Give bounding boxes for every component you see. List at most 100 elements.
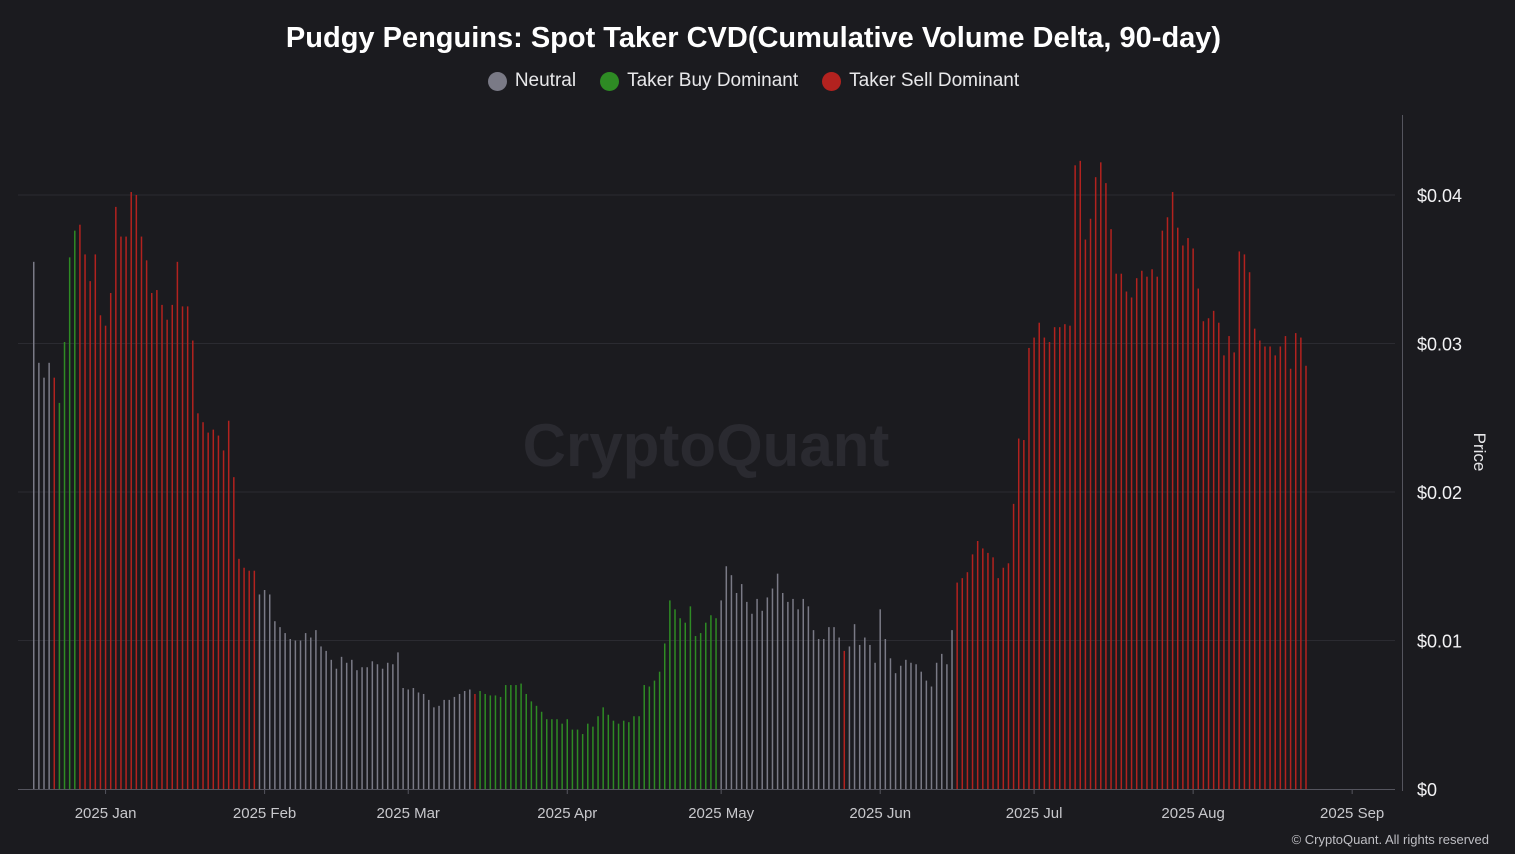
bar xyxy=(874,662,876,789)
bar xyxy=(792,598,794,789)
bar xyxy=(304,633,307,790)
bar xyxy=(345,662,348,789)
bar xyxy=(879,609,881,790)
bar xyxy=(966,572,969,789)
bar xyxy=(371,661,374,789)
bar xyxy=(1176,227,1179,790)
bar xyxy=(310,637,312,789)
bar xyxy=(807,606,810,790)
bar xyxy=(1028,347,1030,789)
bar xyxy=(869,644,871,789)
y-tick-label: $0.03 xyxy=(1417,335,1462,355)
bar xyxy=(479,690,481,789)
bar xyxy=(79,224,81,789)
bar xyxy=(864,637,866,789)
bar xyxy=(740,584,743,789)
bar xyxy=(992,557,994,789)
bar xyxy=(725,566,728,789)
bar xyxy=(1284,336,1287,789)
bar xyxy=(1002,567,1005,790)
y-tick-label: $0.02 xyxy=(1417,483,1462,503)
bar xyxy=(448,699,451,789)
bar xyxy=(1233,352,1235,789)
bar xyxy=(84,254,86,789)
bar xyxy=(376,664,379,789)
bar xyxy=(284,633,286,790)
bar xyxy=(684,622,687,789)
legend-item-taker-sell[interactable]: Taker Sell Dominant xyxy=(822,70,1019,92)
bar xyxy=(1264,346,1266,789)
legend-dot-neutral-icon xyxy=(487,71,507,91)
bar xyxy=(145,260,148,790)
bar xyxy=(581,734,584,789)
bar xyxy=(720,600,722,789)
bar xyxy=(535,705,538,789)
x-tick-label: 2025 May xyxy=(688,805,754,822)
legend-label-taker-sell: Taker Sell Dominant xyxy=(849,70,1020,91)
bar xyxy=(48,362,50,789)
bar xyxy=(1197,288,1200,789)
bar xyxy=(1033,337,1035,789)
bar xyxy=(233,477,235,789)
bar xyxy=(263,590,266,789)
bar xyxy=(848,646,851,789)
bar xyxy=(515,685,517,789)
bar xyxy=(63,342,66,789)
bar xyxy=(1120,273,1123,789)
bar xyxy=(617,723,620,789)
bar xyxy=(238,558,240,790)
bar xyxy=(520,683,522,790)
bar xyxy=(320,646,322,789)
bar xyxy=(1212,310,1215,789)
bar xyxy=(561,723,563,789)
bar xyxy=(212,429,215,789)
bar xyxy=(315,630,317,789)
bar xyxy=(776,573,779,789)
bar xyxy=(556,719,558,790)
bar xyxy=(540,711,543,789)
bar xyxy=(74,230,76,789)
bar xyxy=(576,729,579,789)
bar xyxy=(1105,183,1107,789)
bar xyxy=(1094,177,1097,789)
bar xyxy=(674,609,676,790)
bar xyxy=(889,658,892,789)
bar xyxy=(894,673,897,789)
bar xyxy=(1084,239,1087,790)
bar xyxy=(653,680,656,790)
bar xyxy=(58,402,61,789)
bar xyxy=(1130,297,1133,789)
bar xyxy=(135,195,138,789)
bar xyxy=(104,325,107,789)
bar xyxy=(812,630,815,789)
bar xyxy=(956,582,958,789)
bar xyxy=(735,592,738,789)
bar xyxy=(186,306,189,790)
bar xyxy=(1182,245,1184,790)
bar xyxy=(397,652,399,789)
bar xyxy=(340,656,343,789)
bar xyxy=(1079,160,1082,790)
bar xyxy=(1053,327,1056,789)
bar xyxy=(756,598,758,789)
bar xyxy=(1059,327,1061,789)
bar xyxy=(243,567,245,790)
bar xyxy=(669,600,671,789)
bar xyxy=(366,667,368,789)
bar xyxy=(407,689,409,789)
legend-item-taker-buy[interactable]: Taker Buy Dominant xyxy=(600,70,798,92)
legend-item-neutral[interactable]: Neutral xyxy=(487,70,576,92)
bar xyxy=(951,630,953,789)
bar xyxy=(140,236,143,789)
x-tick-label: 2025 Mar xyxy=(377,805,440,822)
bar xyxy=(935,662,938,789)
bar xyxy=(258,594,261,789)
bar xyxy=(1146,276,1148,789)
bar xyxy=(1218,322,1220,789)
x-tick-label: 2025 Aug xyxy=(1161,805,1224,822)
bar xyxy=(33,261,35,790)
bar xyxy=(120,236,122,789)
bar xyxy=(463,690,466,789)
bar xyxy=(771,588,774,789)
bar xyxy=(766,597,769,789)
